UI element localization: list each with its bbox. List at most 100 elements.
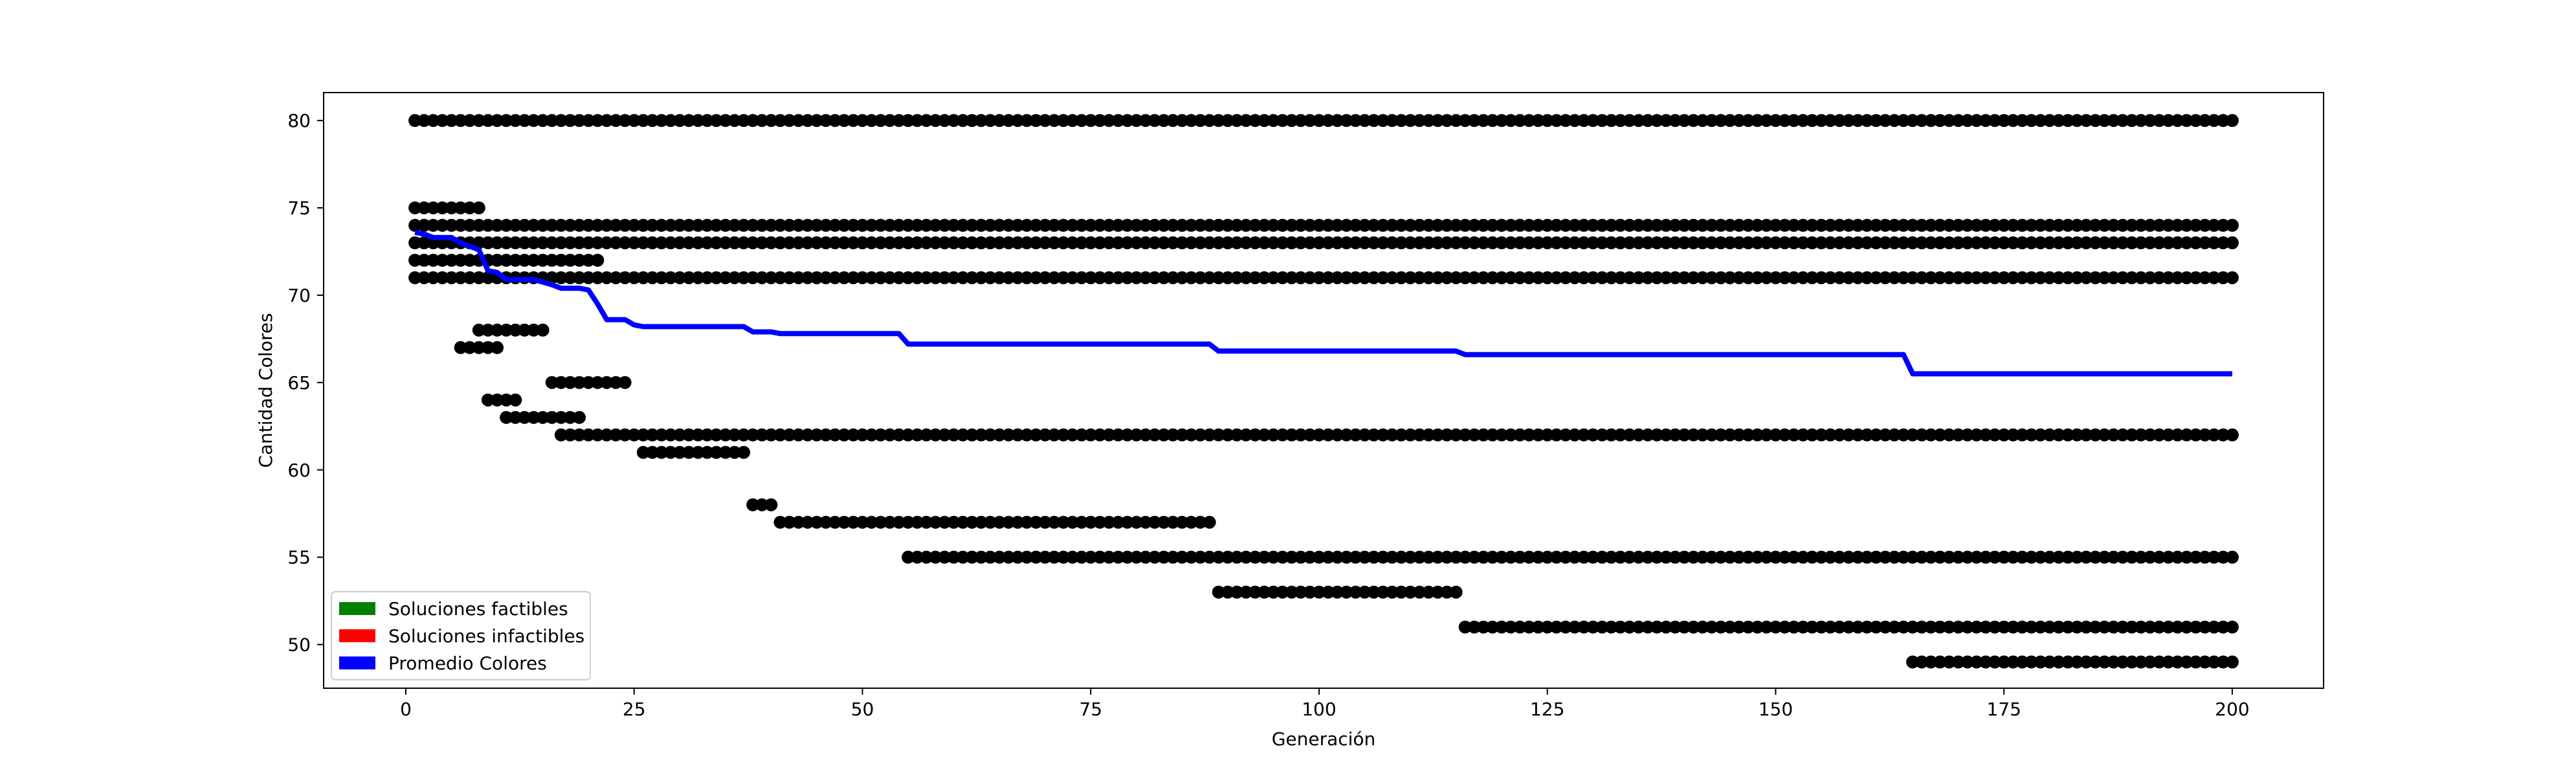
data-point	[1294, 236, 1307, 250]
data-point	[2006, 620, 2020, 634]
data-point	[718, 114, 732, 128]
data-point	[956, 114, 970, 128]
data-point	[636, 219, 650, 232]
data-point	[718, 219, 732, 232]
data-point	[1586, 219, 1600, 232]
data-point	[454, 341, 467, 354]
data-point	[2180, 114, 2193, 128]
data-point	[509, 219, 522, 232]
data-point	[1047, 271, 1061, 284]
data-point	[1614, 271, 1627, 284]
data-point	[2071, 114, 2084, 128]
data-point	[1011, 550, 1025, 564]
data-point	[2043, 236, 2056, 250]
data-point	[1239, 550, 1253, 564]
data-point	[691, 114, 705, 128]
data-point	[2143, 271, 2157, 284]
data-point	[1011, 515, 1025, 529]
data-point	[509, 254, 522, 267]
data-point	[819, 428, 833, 442]
data-point	[573, 114, 586, 128]
data-point	[2134, 271, 2148, 284]
data-point	[1258, 550, 1271, 564]
data-point	[645, 114, 659, 128]
data-point	[911, 219, 924, 232]
data-point	[801, 515, 814, 529]
data-point	[1303, 219, 1316, 232]
data-point	[1951, 236, 1965, 250]
data-point	[1577, 219, 1591, 232]
data-point	[2098, 236, 2111, 250]
data-point	[2153, 236, 2166, 250]
data-point	[1504, 428, 1518, 442]
data-point	[1276, 550, 1289, 564]
data-point	[1751, 428, 1764, 442]
data-point	[1102, 236, 1116, 250]
data-point	[883, 515, 896, 529]
data-point	[1038, 236, 1052, 250]
data-point	[1467, 620, 1481, 634]
data-point	[2098, 428, 2111, 442]
data-point	[1723, 428, 1737, 442]
data-point	[2189, 550, 2203, 564]
data-point	[1385, 271, 1399, 284]
data-point	[1495, 114, 1509, 128]
data-point	[1988, 428, 2002, 442]
data-point	[1851, 219, 1865, 232]
data-point	[1714, 620, 1727, 634]
data-point	[1312, 236, 1326, 250]
data-point	[1029, 428, 1043, 442]
data-point	[2080, 620, 2093, 634]
data-point	[1723, 550, 1737, 564]
data-point	[600, 236, 614, 250]
data-point	[1696, 550, 1709, 564]
data-point	[920, 271, 933, 284]
data-point	[856, 114, 869, 128]
data-point	[1787, 620, 1801, 634]
data-point	[1294, 550, 1307, 564]
data-point	[1824, 620, 1838, 634]
data-point	[1833, 550, 1847, 564]
data-point	[2034, 114, 2047, 128]
data-point	[1988, 271, 2002, 284]
data-point	[618, 271, 632, 284]
data-point	[1678, 271, 1691, 284]
data-point	[2061, 219, 2074, 232]
data-point	[1385, 114, 1399, 128]
data-point	[1896, 236, 1910, 250]
data-point	[673, 236, 687, 250]
data-point	[1851, 114, 1865, 128]
data-point	[1148, 550, 1161, 564]
data-point	[1322, 219, 1335, 232]
data-point	[1705, 236, 1718, 250]
data-point	[2080, 550, 2093, 564]
data-point	[1120, 271, 1134, 284]
data-point	[1258, 585, 1271, 599]
data-point	[783, 271, 796, 284]
data-point	[2015, 428, 2029, 442]
data-point	[2116, 271, 2129, 284]
data-point	[1486, 620, 1500, 634]
data-point	[463, 254, 476, 267]
data-point	[902, 271, 915, 284]
data-point	[2198, 550, 2212, 564]
data-point	[1065, 114, 1079, 128]
data-point	[1778, 550, 1792, 564]
data-point	[1878, 219, 1892, 232]
data-point	[536, 254, 550, 267]
data-point	[1540, 219, 1554, 232]
data-point	[1687, 550, 1700, 564]
data-point	[2171, 114, 2184, 128]
data-point	[2225, 271, 2239, 284]
data-point	[554, 375, 568, 389]
data-point	[1614, 114, 1627, 128]
data-point	[1486, 271, 1500, 284]
data-point	[1942, 271, 1956, 284]
data-point	[2216, 428, 2230, 442]
data-point	[1239, 114, 1253, 128]
data-point	[1687, 620, 1700, 634]
data-point	[445, 219, 458, 232]
data-point	[1294, 585, 1307, 599]
data-point	[1486, 550, 1500, 564]
data-point	[1760, 428, 1773, 442]
